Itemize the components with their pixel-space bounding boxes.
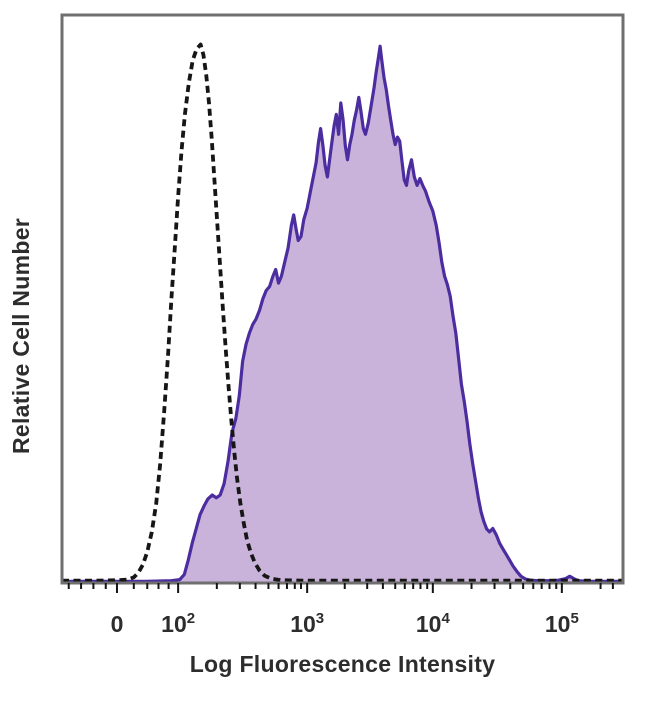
x-axis-title: Log Fluorescence Intensity <box>189 651 496 677</box>
x-tick-label: 0 <box>111 611 124 637</box>
y-axis-title: Relative Cell Number <box>8 217 34 455</box>
x-tick-label: 103 <box>290 610 324 637</box>
sample-curve <box>62 44 623 583</box>
x-tick-label: 105 <box>545 610 579 637</box>
sample-fill-area <box>62 46 623 583</box>
plot-frame <box>60 13 625 585</box>
x-tick-label: 104 <box>416 610 451 637</box>
x-axis-tick-labels: 0 102 103 104 105 <box>111 610 579 637</box>
x-tick-label: 102 <box>161 610 195 637</box>
control-curve-dashed <box>62 42 623 583</box>
x-axis-ticks <box>67 583 614 593</box>
